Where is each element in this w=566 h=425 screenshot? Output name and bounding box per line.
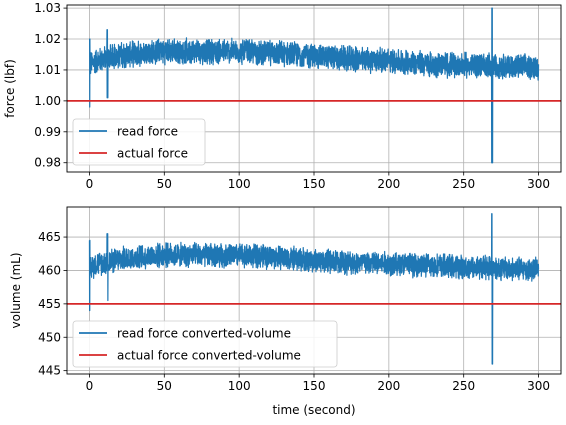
volume-panel: 0 50 100 150 200 250 300 445 450 455 460 465 volume … xyxy=(9,206,562,417)
x-tick-label: 200 xyxy=(377,379,400,393)
x-tick-label: 150 xyxy=(303,379,326,393)
y-axis-label: volume (mL) xyxy=(9,252,23,328)
legend-label: read force xyxy=(117,125,178,139)
x-tick-label: 200 xyxy=(377,177,400,191)
y-tick-label: 460 xyxy=(38,263,61,277)
legend-label: actual force converted-volume xyxy=(117,349,301,363)
y-tick-label: 465 xyxy=(38,230,61,244)
x-tick-label: 100 xyxy=(228,379,251,393)
force-panel: 0 50 100 150 200 250 300 0.98 0.99 1.00 1.01 1.02 1.… xyxy=(3,1,562,191)
x-tick-label: 250 xyxy=(452,177,475,191)
y-tick-label: 0.99 xyxy=(34,125,61,139)
x-tick-label: 250 xyxy=(452,379,475,393)
x-tick-label: 0 xyxy=(86,177,94,191)
series-line-read xyxy=(88,213,540,365)
y-tick-label: 450 xyxy=(38,330,61,344)
legend: read force converted-volume actual force … xyxy=(72,320,338,368)
x-tick-label: 150 xyxy=(303,177,326,191)
series-group xyxy=(67,213,561,365)
y-tick-label: 455 xyxy=(38,297,61,311)
y-axis-label: force (lbf) xyxy=(3,59,17,118)
x-tick-label: 300 xyxy=(527,177,550,191)
series-line-read xyxy=(88,7,540,164)
y-tick-label: 1.03 xyxy=(34,1,61,15)
y-tick-label: 1.02 xyxy=(34,32,61,46)
y-tick-label: 0.98 xyxy=(34,156,61,170)
x-tick-label: 50 xyxy=(157,379,172,393)
x-tick-label: 100 xyxy=(228,177,251,191)
x-axis-label: time (second) xyxy=(272,403,355,417)
y-tick-label: 1.00 xyxy=(34,94,61,108)
series-group xyxy=(67,7,561,164)
legend-label: actual force xyxy=(117,147,188,161)
y-tick-label: 1.01 xyxy=(34,63,61,77)
x-tick-label: 0 xyxy=(86,379,94,393)
legend: read force actual force xyxy=(72,118,206,166)
legend-box xyxy=(72,320,338,368)
legend-label: read force converted-volume xyxy=(117,327,291,341)
x-tick-label: 50 xyxy=(157,177,172,191)
y-tick-label: 445 xyxy=(38,364,61,378)
x-tick-label: 300 xyxy=(527,379,550,393)
